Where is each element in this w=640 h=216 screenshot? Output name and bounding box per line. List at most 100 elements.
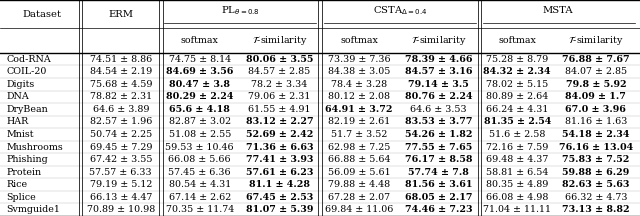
Text: 64.6 ± 3.89: 64.6 ± 3.89 (93, 105, 149, 114)
Text: 82.87 ± 3.02: 82.87 ± 3.02 (169, 118, 231, 126)
Text: 70.89 ± 10.98: 70.89 ± 10.98 (86, 205, 155, 214)
Text: 67.0 ± 3.96: 67.0 ± 3.96 (565, 105, 627, 114)
Text: 66.08 ± 5.66: 66.08 ± 5.66 (168, 155, 231, 164)
Text: 78.82 ± 2.31: 78.82 ± 2.31 (90, 92, 152, 101)
Text: Protein: Protein (6, 168, 42, 177)
Text: 74.51 ± 8.86: 74.51 ± 8.86 (90, 55, 152, 64)
Text: Mnist: Mnist (6, 130, 34, 139)
Text: 57.57 ± 6.33: 57.57 ± 6.33 (90, 168, 152, 177)
Text: 79.88 ± 4.48: 79.88 ± 4.48 (328, 180, 390, 189)
Text: 84.38 ± 3.05: 84.38 ± 3.05 (328, 67, 390, 76)
Text: 81.56 ± 3.61: 81.56 ± 3.61 (405, 180, 472, 189)
Text: Svmguide1: Svmguide1 (6, 205, 60, 214)
Text: 50.74 ± 2.25: 50.74 ± 2.25 (90, 130, 152, 139)
Text: COIL-20: COIL-20 (6, 67, 47, 76)
Text: 66.24 ± 4.31: 66.24 ± 4.31 (486, 105, 548, 114)
Text: 75.28 ± 8.79: 75.28 ± 8.79 (486, 55, 548, 64)
Text: ERM: ERM (108, 10, 133, 19)
Text: 65.6 ± 4.18: 65.6 ± 4.18 (170, 105, 230, 114)
Text: 82.57 ± 1.96: 82.57 ± 1.96 (90, 118, 152, 126)
Text: 67.14 ± 2.62: 67.14 ± 2.62 (168, 193, 231, 202)
Text: 57.74 ± 7.8: 57.74 ± 7.8 (408, 168, 469, 177)
Text: 76.88 ± 7.67: 76.88 ± 7.67 (562, 55, 630, 64)
Text: Mushrooms: Mushrooms (6, 143, 63, 151)
Text: softmax: softmax (499, 36, 536, 45)
Text: Cod-RNA: Cod-RNA (6, 55, 51, 64)
Text: 80.89 ± 2.64: 80.89 ± 2.64 (486, 92, 548, 101)
Text: 57.45 ± 6.36: 57.45 ± 6.36 (168, 168, 231, 177)
Text: 66.13 ± 4.47: 66.13 ± 4.47 (90, 193, 152, 202)
Text: 69.84 ± 11.06: 69.84 ± 11.06 (324, 205, 393, 214)
Text: 64.91 ± 3.72: 64.91 ± 3.72 (325, 105, 393, 114)
Text: Rice: Rice (6, 180, 28, 189)
Text: CSTA$_{\Delta=0.4}$: CSTA$_{\Delta=0.4}$ (372, 4, 428, 17)
Text: MSTA: MSTA (543, 6, 573, 15)
Text: 80.47 ± 3.8: 80.47 ± 3.8 (169, 80, 230, 89)
Text: 51.6 ± 2.58: 51.6 ± 2.58 (489, 130, 545, 139)
Text: 79.14 ± 3.5: 79.14 ± 3.5 (408, 80, 469, 89)
Text: 84.32 ± 2.34: 84.32 ± 2.34 (483, 67, 551, 76)
Text: DryBean: DryBean (6, 105, 48, 114)
Text: 66.08 ± 4.98: 66.08 ± 4.98 (486, 193, 548, 202)
Text: 80.76 ± 2.24: 80.76 ± 2.24 (404, 92, 472, 101)
Text: 67.45 ± 2.53: 67.45 ± 2.53 (246, 193, 313, 202)
Text: Splice: Splice (6, 193, 36, 202)
Text: 59.88 ± 6.29: 59.88 ± 6.29 (562, 168, 629, 177)
Text: 64.6 ± 3.53: 64.6 ± 3.53 (410, 105, 467, 114)
Text: 54.18 ± 2.34: 54.18 ± 2.34 (562, 130, 630, 139)
Text: 68.05 ± 2.17: 68.05 ± 2.17 (405, 193, 472, 202)
Text: 66.32 ± 4.73: 66.32 ± 4.73 (564, 193, 627, 202)
Text: 51.7 ± 3.52: 51.7 ± 3.52 (331, 130, 387, 139)
Text: 80.29 ± 2.24: 80.29 ± 2.24 (166, 92, 234, 101)
Text: 56.09 ± 5.61: 56.09 ± 5.61 (328, 168, 390, 177)
Text: Digits: Digits (6, 80, 35, 89)
Text: 78.02 ± 5.15: 78.02 ± 5.15 (486, 80, 548, 89)
Text: 69.48 ± 4.37: 69.48 ± 4.37 (486, 155, 548, 164)
Text: 84.57 ± 2.85: 84.57 ± 2.85 (248, 67, 310, 76)
Text: 70.35 ± 11.74: 70.35 ± 11.74 (166, 205, 234, 214)
Text: 79.8 ± 5.92: 79.8 ± 5.92 (566, 80, 626, 89)
Text: 80.06 ± 3.55: 80.06 ± 3.55 (246, 55, 313, 64)
Text: 81.16 ± 1.63: 81.16 ± 1.63 (564, 118, 627, 126)
Text: 74.75 ± 8.14: 74.75 ± 8.14 (169, 55, 231, 64)
Text: 74.46 ± 7.23: 74.46 ± 7.23 (404, 205, 472, 214)
Text: 84.54 ± 2.19: 84.54 ± 2.19 (90, 67, 152, 76)
Text: 76.17 ± 8.58: 76.17 ± 8.58 (405, 155, 472, 164)
Text: 84.57 ± 3.16: 84.57 ± 3.16 (405, 67, 472, 76)
Text: 71.04 ± 11.11: 71.04 ± 11.11 (483, 205, 551, 214)
Text: 57.61 ± 6.23: 57.61 ± 6.23 (246, 168, 313, 177)
Text: $\mathcal{T}$-similarity: $\mathcal{T}$-similarity (568, 34, 623, 47)
Text: 77.41 ± 3.93: 77.41 ± 3.93 (246, 155, 313, 164)
Text: 58.81 ± 6.54: 58.81 ± 6.54 (486, 168, 548, 177)
Text: 83.12 ± 2.27: 83.12 ± 2.27 (246, 118, 313, 126)
Text: 81.35 ± 2.54: 81.35 ± 2.54 (483, 118, 551, 126)
Text: 72.16 ± 7.59: 72.16 ± 7.59 (486, 143, 548, 151)
Text: 73.13 ± 8.82: 73.13 ± 8.82 (562, 205, 630, 214)
Text: 52.69 ± 2.42: 52.69 ± 2.42 (246, 130, 313, 139)
Text: 82.63 ± 5.63: 82.63 ± 5.63 (562, 180, 630, 189)
Text: 82.19 ± 2.61: 82.19 ± 2.61 (328, 118, 390, 126)
Text: Dataset: Dataset (22, 10, 61, 19)
Text: PL$_{\theta=0.8}$: PL$_{\theta=0.8}$ (221, 4, 260, 17)
Text: 75.68 ± 4.59: 75.68 ± 4.59 (90, 80, 152, 89)
Text: 79.19 ± 5.12: 79.19 ± 5.12 (90, 180, 152, 189)
Text: 80.54 ± 4.31: 80.54 ± 4.31 (168, 180, 231, 189)
Text: 76.16 ± 13.04: 76.16 ± 13.04 (559, 143, 633, 151)
Text: 78.4 ± 3.28: 78.4 ± 3.28 (331, 80, 387, 89)
Text: 77.55 ± 7.65: 77.55 ± 7.65 (405, 143, 472, 151)
Text: 81.1 ± 4.28: 81.1 ± 4.28 (249, 180, 310, 189)
Text: 54.26 ± 1.82: 54.26 ± 1.82 (405, 130, 472, 139)
Text: 67.28 ± 2.07: 67.28 ± 2.07 (328, 193, 390, 202)
Text: 84.69 ± 3.56: 84.69 ± 3.56 (166, 67, 234, 76)
Text: 61.55 ± 4.91: 61.55 ± 4.91 (248, 105, 310, 114)
Text: 84.09 ± 1.7: 84.09 ± 1.7 (565, 92, 627, 101)
Text: softmax: softmax (340, 36, 378, 45)
Text: 59.53 ± 10.46: 59.53 ± 10.46 (165, 143, 234, 151)
Text: $\mathcal{T}$-similarity: $\mathcal{T}$-similarity (252, 34, 307, 47)
Text: 80.35 ± 4.89: 80.35 ± 4.89 (486, 180, 548, 189)
Text: 79.06 ± 2.31: 79.06 ± 2.31 (248, 92, 310, 101)
Text: 51.08 ± 2.55: 51.08 ± 2.55 (168, 130, 231, 139)
Text: DNA: DNA (6, 92, 29, 101)
Text: 73.39 ± 7.36: 73.39 ± 7.36 (328, 55, 390, 64)
Text: Phishing: Phishing (6, 155, 48, 164)
